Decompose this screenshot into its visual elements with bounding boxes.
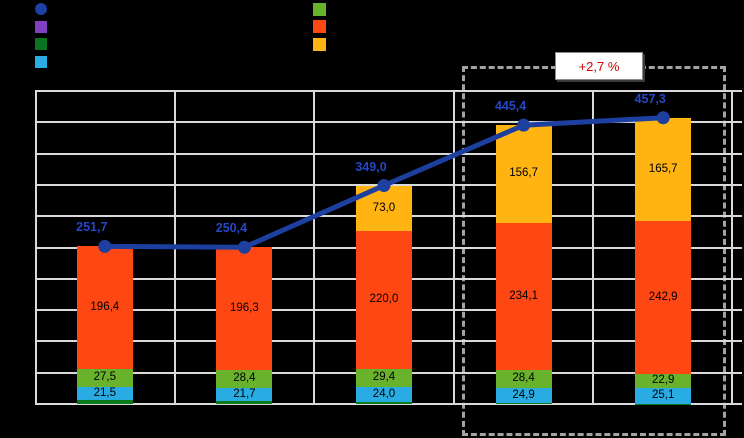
bar-segment-darkgreen-strip [216, 401, 273, 404]
bar-segment-lightgreen: 22,9 [635, 373, 692, 388]
legend-darkgreen-marker [35, 38, 47, 50]
total-value-label: 251,7 [76, 220, 108, 235]
bar-segment-yellow: 165,7 [635, 117, 692, 222]
bar-segment-lightgreen: 27,5 [76, 369, 133, 387]
segment-value-label: 24,9 [512, 388, 535, 401]
segment-value-label: 27,5 [93, 371, 116, 384]
segment-value-label: 29,4 [372, 371, 396, 384]
bar-segment-orange: 196,3 [216, 247, 273, 371]
bar-segment-darkgreen-strip [495, 403, 552, 404]
plot-area: 21,5 27,5 196,4 21,7 28,4 196,3 24,0 29,4 220,0 7… [35, 90, 733, 405]
segment-value-label: 21,5 [93, 386, 116, 399]
gridline-vertical [174, 91, 176, 404]
bar-segment-cyan: 24,0 [356, 387, 412, 403]
bar-segment-darkgreen-strip [356, 402, 412, 404]
bar-segment-cyan: 21,7 [216, 387, 273, 402]
legend-total-line-marker [35, 3, 47, 15]
bar-segment-cyan: 21,5 [76, 386, 133, 401]
axis-tick [731, 90, 742, 92]
bar-segment-yellow: 156,7 [495, 125, 552, 224]
bar-segment-lightgreen: 28,4 [495, 369, 552, 388]
axis-tick [731, 372, 742, 374]
segment-value-label: 242,9 [648, 290, 678, 303]
legend-purple-marker [35, 21, 47, 33]
growth-annotation: +2,7 % [555, 52, 643, 80]
legend-lightgreen-marker [313, 3, 326, 16]
bar-segment-cyan: 24,9 [495, 387, 552, 404]
axis-tick [731, 278, 742, 280]
segment-value-label: 21,7 [233, 387, 256, 400]
axis-tick [731, 215, 742, 217]
axis-tick [731, 340, 742, 342]
segment-value-label: 196,3 [230, 301, 259, 314]
axis-tick [731, 309, 742, 311]
bar-segment-orange: 196,4 [76, 246, 133, 370]
gridline-horizontal [35, 153, 733, 155]
total-value-label: 457,3 [634, 91, 666, 106]
bar-segment-lightgreen: 29,4 [356, 368, 412, 388]
bar-segment-darkgreen-strip [76, 400, 133, 404]
gridline-vertical [453, 91, 455, 404]
segment-value-label: 196,4 [90, 301, 120, 314]
gridline-horizontal [35, 403, 733, 405]
total-value-label: 349,0 [355, 159, 387, 174]
bar-segment-orange: 242,9 [635, 221, 692, 374]
segment-value-label: 73,0 [372, 201, 396, 214]
total-value-label: 250,4 [215, 221, 248, 236]
segment-value-label: 220,0 [369, 293, 399, 306]
axis-tick [731, 121, 742, 123]
total-value-label: 445,4 [494, 99, 527, 114]
segment-value-label: 156,7 [509, 167, 538, 180]
gridline-horizontal [35, 121, 733, 123]
gridline-horizontal [35, 90, 733, 92]
gridline-vertical [313, 91, 315, 404]
segment-value-label: 22,9 [651, 373, 675, 386]
segment-value-label: 28,4 [512, 371, 535, 384]
legend-yellow-marker [313, 38, 326, 51]
legend-cyan-marker [35, 56, 47, 68]
bar-segment-orange: 220,0 [356, 231, 412, 369]
bar-segment-cyan: 25,1 [635, 387, 692, 404]
growth-annotation-text: +2,7 % [578, 58, 620, 74]
axis-tick [731, 247, 742, 249]
gridline-vertical [592, 91, 594, 404]
segment-value-label: 24,0 [372, 388, 396, 401]
axis-tick [731, 153, 742, 155]
axis-tick [731, 184, 742, 186]
segment-value-label: 28,4 [233, 372, 256, 385]
segment-value-label: 25,1 [651, 388, 675, 401]
bar-segment-yellow: 73,0 [356, 185, 412, 232]
bar-segment-lightgreen: 28,4 [216, 370, 273, 388]
axis-tick [731, 403, 742, 405]
legend-orange-marker [313, 20, 326, 33]
segment-value-label: 234,1 [509, 289, 538, 302]
segment-value-label: 165,7 [648, 162, 678, 175]
bar-segment-orange: 234,1 [495, 223, 552, 370]
gridline-vertical [35, 91, 37, 404]
